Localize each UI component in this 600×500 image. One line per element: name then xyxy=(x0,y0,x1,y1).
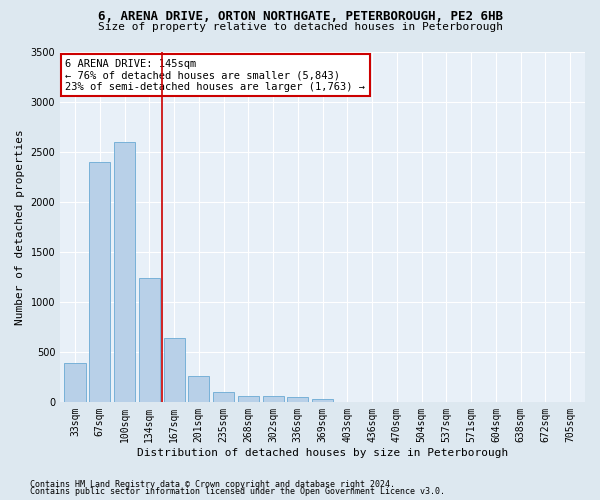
Bar xyxy=(64,363,86,402)
Bar xyxy=(139,278,160,402)
Y-axis label: Number of detached properties: Number of detached properties xyxy=(15,129,25,324)
Text: 6, ARENA DRIVE, ORTON NORTHGATE, PETERBOROUGH, PE2 6HB: 6, ARENA DRIVE, ORTON NORTHGATE, PETERBO… xyxy=(97,10,503,23)
X-axis label: Distribution of detached houses by size in Peterborough: Distribution of detached houses by size … xyxy=(137,448,508,458)
Text: Size of property relative to detached houses in Peterborough: Size of property relative to detached ho… xyxy=(97,22,503,32)
Text: Contains public sector information licensed under the Open Government Licence v3: Contains public sector information licen… xyxy=(30,487,445,496)
Bar xyxy=(312,399,333,402)
Bar xyxy=(164,338,185,402)
Bar xyxy=(238,396,259,402)
Bar xyxy=(263,396,284,402)
Bar xyxy=(188,376,209,402)
Bar xyxy=(89,162,110,402)
Bar xyxy=(213,392,234,402)
Text: Contains HM Land Registry data © Crown copyright and database right 2024.: Contains HM Land Registry data © Crown c… xyxy=(30,480,395,489)
Text: 6 ARENA DRIVE: 145sqm
← 76% of detached houses are smaller (5,843)
23% of semi-d: 6 ARENA DRIVE: 145sqm ← 76% of detached … xyxy=(65,58,365,92)
Bar xyxy=(287,398,308,402)
Bar xyxy=(114,142,135,402)
